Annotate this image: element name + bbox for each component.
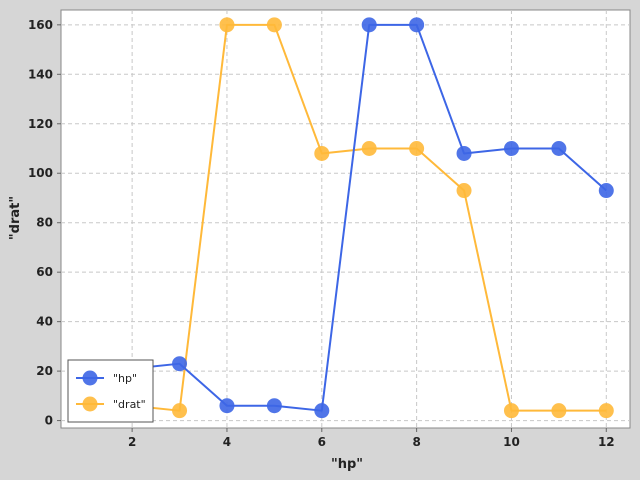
axis-layer: 0 20 40 60 80 100 120 140 160 2 4 6 8 10 12 (28, 18, 615, 449)
data-point-hp (361, 17, 377, 33)
data-point-hp (409, 17, 425, 33)
data-point-drat (503, 403, 519, 419)
data-point-drat (314, 145, 330, 161)
data-point-drat (551, 403, 567, 419)
data-point-hp (456, 145, 472, 161)
x-tick-label: 10 (503, 435, 520, 449)
legend-swatch-marker-hp (82, 370, 98, 386)
data-point-hp (551, 141, 567, 157)
legend-box (67, 359, 154, 423)
data-point-drat (456, 183, 472, 199)
x-tick-label: 12 (598, 435, 615, 449)
data-point-drat (266, 17, 282, 33)
legend-label-hp: "hp" (113, 372, 137, 385)
data-point-drat (172, 403, 188, 419)
x-tick-label: 8 (412, 435, 420, 449)
legend: "hp" "drat" (67, 359, 154, 423)
data-point-drat (219, 17, 235, 33)
legend-swatch-marker-drat (82, 396, 98, 412)
data-point-hp (172, 356, 188, 372)
y-tick-label: 100 (28, 166, 53, 180)
x-tick-label: 6 (318, 435, 326, 449)
data-point-hp (219, 398, 235, 414)
y-tick-label: 40 (36, 315, 53, 329)
y-tick-label: 80 (36, 216, 53, 230)
y-tick-label: 160 (28, 18, 53, 32)
data-point-drat (598, 403, 614, 419)
series-line-hp (84, 23, 607, 412)
data-point-drat (361, 141, 377, 157)
legend-label-drat: "drat" (113, 398, 146, 411)
x-tick-label: 4 (223, 435, 231, 449)
data-point-drat (409, 141, 425, 157)
y-tick-label: 60 (36, 265, 53, 279)
y-axis-title: "drat" (8, 196, 23, 240)
data-point-hp (314, 403, 330, 419)
x-axis-title: "hp" (331, 457, 363, 472)
grid-layer (61, 10, 630, 428)
data-point-hp (598, 183, 614, 199)
data-point-hp (266, 398, 282, 414)
y-tick-label: 0 (45, 414, 53, 428)
series-line-drat (84, 23, 607, 412)
y-tick-label: 120 (28, 117, 53, 131)
data-point-hp (503, 141, 519, 157)
y-tick-label: 20 (36, 364, 53, 378)
y-tick-label: 140 (28, 67, 53, 81)
x-tick-label: 2 (128, 435, 136, 449)
